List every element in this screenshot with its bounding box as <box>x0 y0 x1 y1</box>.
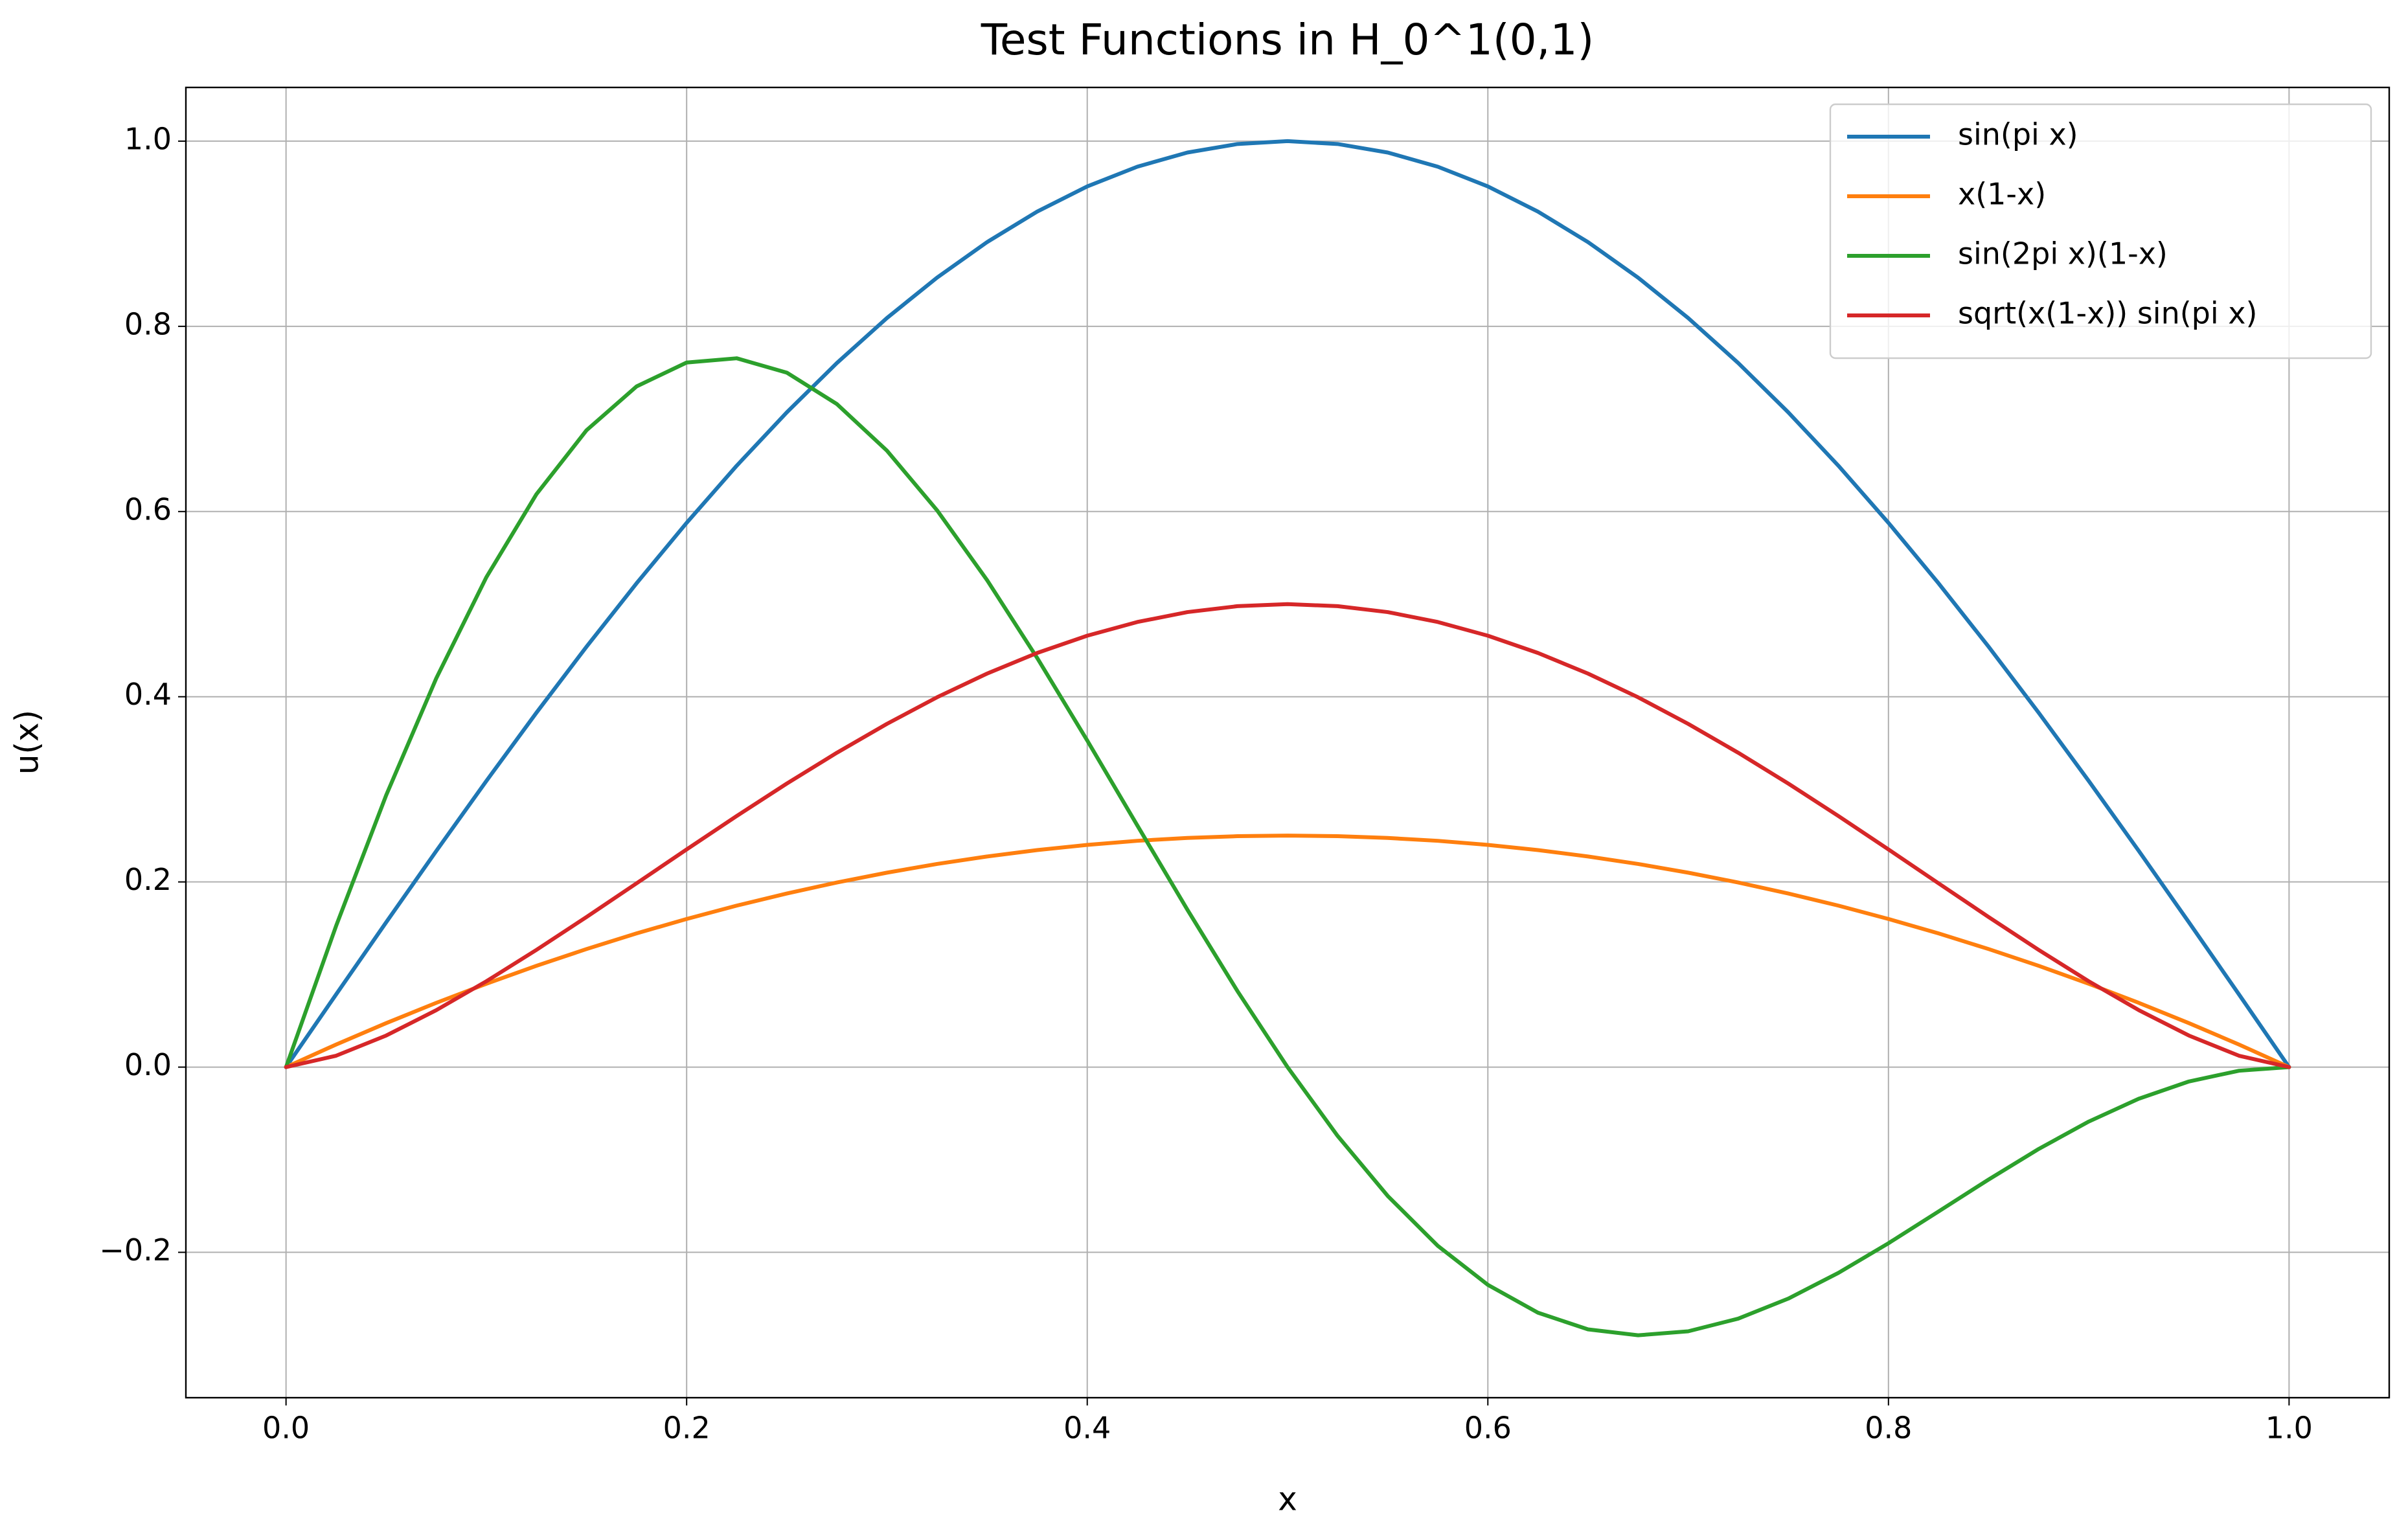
legend: sin(pi x) x(1-x) sin(2pi x)(1-x) sqrt(x(1-x… <box>1829 103 2372 359</box>
x-tick-label: 0.8 <box>1865 1411 1912 1446</box>
y-tick-label: 1.0 <box>124 121 172 156</box>
y-tick-label: −0.2 <box>99 1233 172 1268</box>
line-series <box>284 834 2291 1069</box>
line-series <box>284 602 2291 1069</box>
legend-label: sin(2pi x)(1-x) <box>1958 236 2168 271</box>
legend-box <box>1829 103 2372 359</box>
y-tick-label: 0.8 <box>124 306 172 341</box>
chart-title: Test Functions in H_0^1(0,1) <box>981 15 1595 65</box>
axes-frame <box>185 86 2391 1399</box>
y-tick-label: 0.2 <box>124 862 172 897</box>
y-tick-label: 0.4 <box>124 677 172 712</box>
legend-label: sin(pi x) <box>1958 117 2078 152</box>
y-tick-label: 0.6 <box>124 492 172 527</box>
x-tick-label: 1.0 <box>2266 1411 2313 1446</box>
x-tick-label: 0.2 <box>663 1411 710 1446</box>
x-tick-label: 0.0 <box>262 1411 310 1446</box>
x-axis-label: x <box>1278 1481 1297 1518</box>
line-series <box>284 139 2291 1069</box>
line-series <box>284 356 2291 1337</box>
legend-label: sqrt(x(1-x)) sin(pi x) <box>1958 296 2257 331</box>
y-tick-label: 0.0 <box>124 1047 172 1082</box>
x-tick-label: 0.4 <box>1063 1411 1111 1446</box>
y-axis-label: u(x) <box>8 710 46 775</box>
x-tick-label: 0.6 <box>1464 1411 1512 1446</box>
legend-label: x(1-x) <box>1958 177 2046 212</box>
